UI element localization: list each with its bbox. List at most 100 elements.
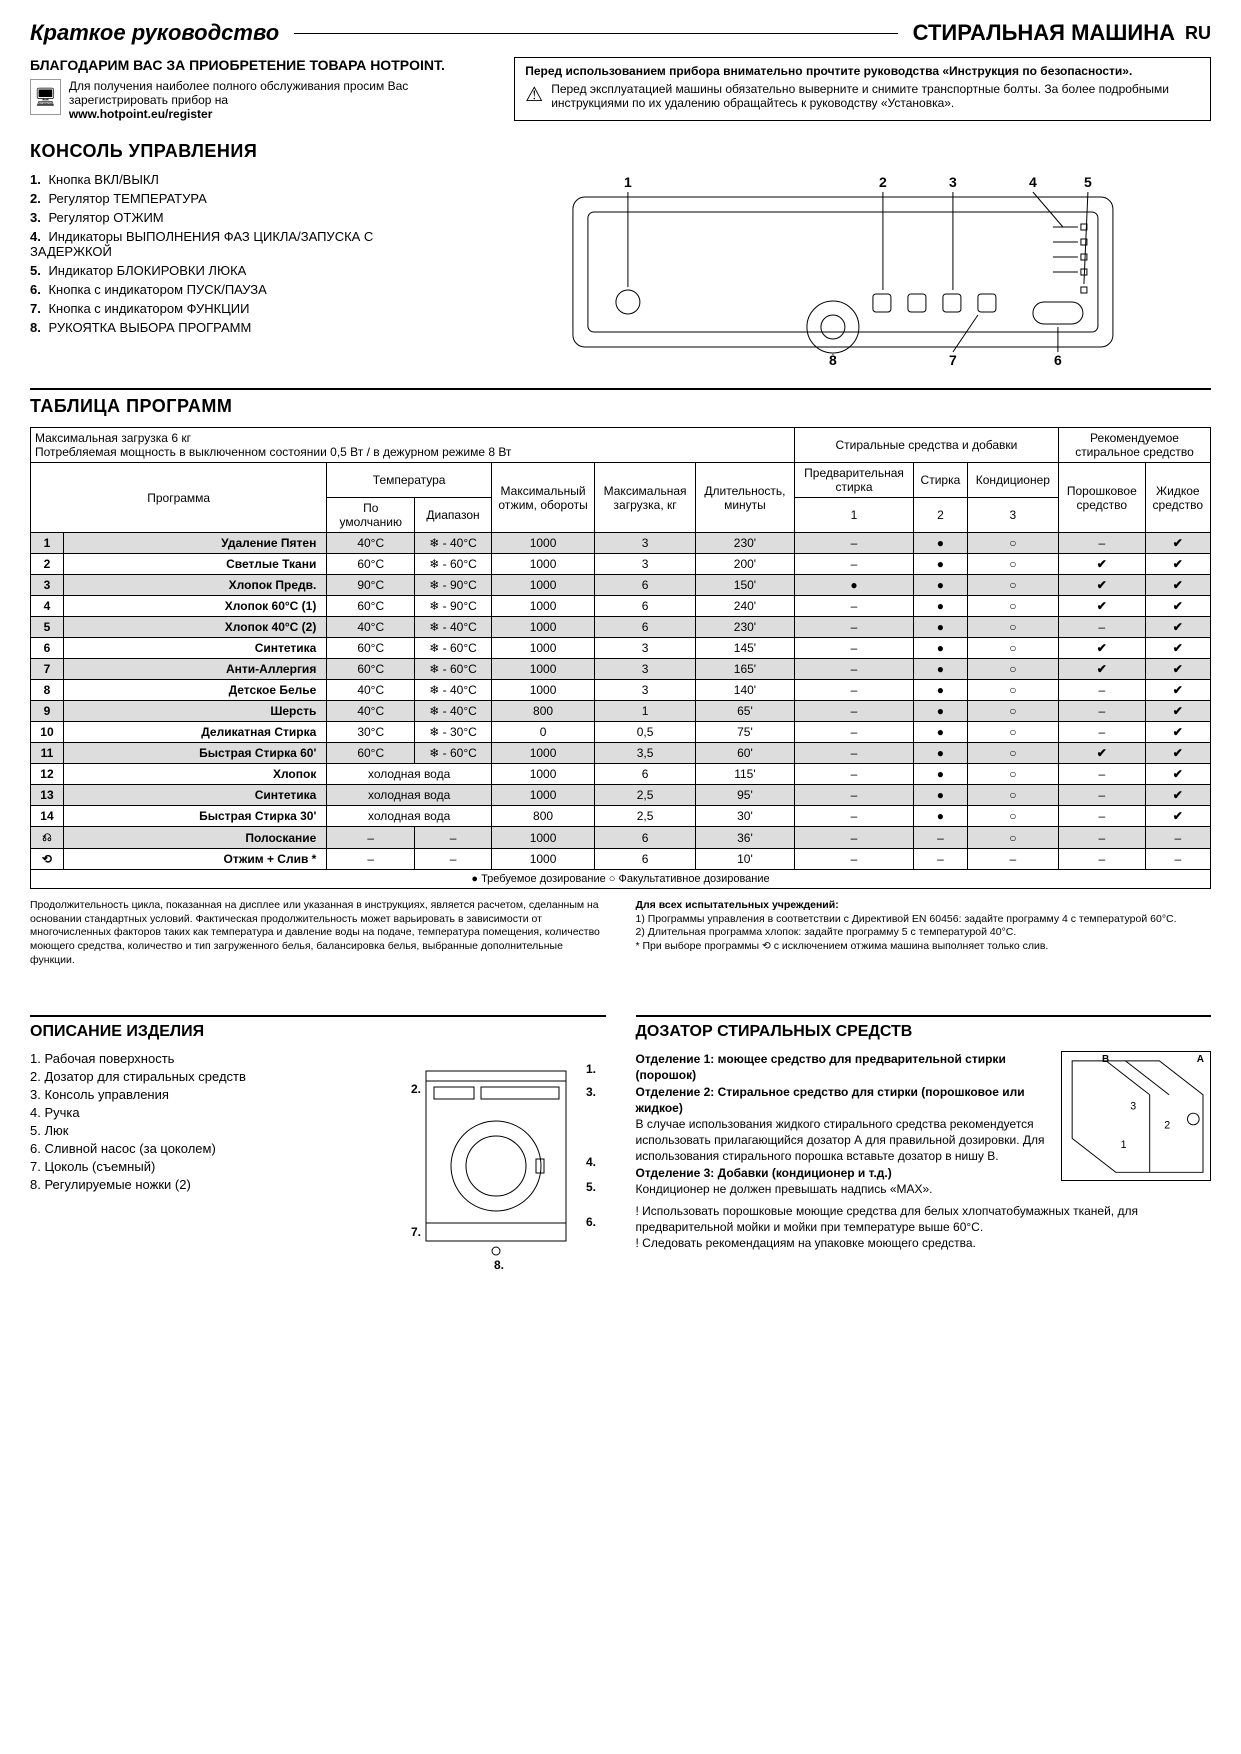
desc-item: 5. Люк <box>30 1123 371 1138</box>
dosator-text: Отделение 1: моющее средство для предвар… <box>636 1051 1052 1197</box>
svg-text:2.: 2. <box>411 1082 421 1096</box>
maxload-cell: Максимальная загрузка 6 кг Потребляемая … <box>31 428 795 463</box>
desc-heading: ОПИСАНИЕ ИЗДЕЛИЯ <box>30 1023 606 1041</box>
table-row: 1Удаление Пятен40°C❄ - 40°C10003230' <box>31 533 1211 554</box>
desc-item: 1. Рабочая поверхность <box>30 1051 371 1066</box>
svg-text:5.: 5. <box>586 1180 596 1194</box>
col-dur: Длительность, минуты <box>695 463 794 533</box>
console-item: 7. Кнопка с индикатором ФУНКЦИИ <box>30 301 455 316</box>
dosator-heading: ДОЗАТОР СТИРАЛЬНЫХ СРЕДСТВ <box>636 1023 1212 1041</box>
svg-text:8.: 8. <box>494 1258 504 1271</box>
det-group: Стиральные средства и добавки <box>794 428 1058 463</box>
table-row: 14Быстрая Стирка 30'холодная вода8002,53… <box>31 806 1211 827</box>
table-row: 3Хлопок Предв.90°C❄ - 90°C10006150' <box>31 575 1211 596</box>
console-item: 2. Регулятор ТЕМПЕРАТУРА <box>30 191 455 206</box>
monitor-icon: 🖥 <box>30 79 61 115</box>
dosator-col: ДОЗАТОР СТИРАЛЬНЫХ СРЕДСТВ Отделение 1: … <box>636 997 1212 1274</box>
program-table-wrap: Максимальная загрузка 6 кг Потребляемая … <box>30 427 1211 889</box>
intro-row: БЛАГОДАРИМ ВАС ЗА ПРИОБРЕТЕНИЕ ТОВАРА HO… <box>30 57 1211 121</box>
register-box: 🖥 Для получения наиболее полного обслужи… <box>30 79 494 121</box>
language-code: RU <box>1185 23 1211 44</box>
desc-col: ОПИСАНИЕ ИЗДЕЛИЯ 1. Рабочая поверхность2… <box>30 997 606 1274</box>
svg-text:6: 6 <box>1054 352 1062 367</box>
divider <box>636 1015 1212 1017</box>
register-url: www.hotpoint.eu/register <box>69 107 213 121</box>
console-item: 3. Регулятор ОТЖИМ <box>30 210 455 225</box>
divider <box>30 388 1211 390</box>
console-diagram: 1 2 3 4 5 6 7 8 <box>475 172 1211 370</box>
console-list: 1. Кнопка ВКЛ/ВЫКЛ 2. Регулятор ТЕМПЕРАТУ… <box>30 172 455 370</box>
svg-text:3: 3 <box>1130 1101 1136 1113</box>
col-cond: Кондиционер <box>967 463 1058 498</box>
desc-item: 8. Регулируемые ножки (2) <box>30 1177 371 1192</box>
divider <box>30 1015 606 1017</box>
thanks-text: БЛАГОДАРИМ ВАС ЗА ПРИОБРЕТЕНИЕ ТОВАРА HO… <box>30 57 494 73</box>
register-text: Для получения наиболее полного обслужива… <box>69 79 494 121</box>
svg-text:7: 7 <box>949 352 957 367</box>
desc-item: 3. Консоль управления <box>30 1087 371 1102</box>
svg-text:1: 1 <box>1121 1139 1127 1151</box>
desc-item: 7. Цоколь (съемный) <box>30 1159 371 1174</box>
warn-body: Перед эксплуатацией машины обязательно в… <box>551 82 1200 110</box>
desc-list: 1. Рабочая поверхность2. Дозатор для сти… <box>30 1051 371 1274</box>
table-row: 7Анти-Аллергия60°C❄ - 60°C10003165' <box>31 659 1211 680</box>
footnote-right: Для всех испытательных учреждений: 1) Пр… <box>636 899 1212 967</box>
table-row: 5Хлопок 40°C (2)40°C❄ - 40°C10006230' <box>31 617 1211 638</box>
desc-item: 4. Ручка <box>30 1105 371 1120</box>
svg-text:4.: 4. <box>586 1155 596 1169</box>
col-temp-def: По умолчанию <box>327 498 415 533</box>
col-program: Программа <box>31 463 327 533</box>
table-row: 9Шерсть40°C❄ - 40°C800165' <box>31 701 1211 722</box>
svg-text:7.: 7. <box>411 1225 421 1239</box>
program-table: Максимальная загрузка 6 кг Потребляемая … <box>30 427 1211 889</box>
progtable-heading: ТАБЛИЦА ПРОГРАММ <box>30 396 1211 417</box>
console-heading: КОНСОЛЬ УПРАВЛЕНИЯ <box>30 141 1211 162</box>
register-body: Для получения наиболее полного обслужива… <box>69 79 408 107</box>
table-row: 4Хлопок 60°C (1)60°C❄ - 90°C10006240' <box>31 596 1211 617</box>
intro-left: БЛАГОДАРИМ ВАС ЗА ПРИОБРЕТЕНИЕ ТОВАРА HO… <box>30 57 494 121</box>
svg-text:3.: 3. <box>586 1085 596 1099</box>
table-row: 13Синтетикахолодная вода10002,595' <box>31 785 1211 806</box>
console-item: 6. Кнопка с индикатором ПУСК/ПАУЗА <box>30 282 455 297</box>
table-row: ⟲Отжим + Слив *––1000610' <box>31 849 1211 870</box>
table-row: 11Быстрая Стирка 60'60°C❄ - 60°C10003,56… <box>31 743 1211 764</box>
svg-text:2: 2 <box>879 174 887 190</box>
console-item: 4. Индикаторы ВЫПОЛНЕНИЯ ФАЗ ЦИКЛА/ЗАПУС… <box>30 229 455 259</box>
footnotes: Продолжительность цикла, показанная на д… <box>30 899 1211 967</box>
divider <box>294 33 897 34</box>
console-item: 1. Кнопка ВКЛ/ВЫКЛ <box>30 172 455 187</box>
warning-box: Перед использованием прибора внимательно… <box>514 57 1211 121</box>
warn-body-row: ⚠ Перед эксплуатацией машины обязательно… <box>525 82 1200 110</box>
lower-row: ОПИСАНИЕ ИЗДЕЛИЯ 1. Рабочая поверхность2… <box>30 997 1211 1274</box>
svg-text:1.: 1. <box>586 1062 596 1076</box>
svg-text:4: 4 <box>1029 174 1037 190</box>
warn-title: Перед использованием прибора внимательно… <box>525 64 1200 78</box>
svg-text:6.: 6. <box>586 1215 596 1229</box>
warning-icon: ⚠ <box>525 82 543 107</box>
svg-text:1: 1 <box>624 174 632 190</box>
col-wash: Стирка <box>914 463 967 498</box>
dosator-diagram: 3 2 1 B A <box>1061 1051 1211 1181</box>
table-row: ⎌Полоскание––1000636' <box>31 827 1211 849</box>
label-b: B <box>1102 1054 1109 1065</box>
svg-text:5: 5 <box>1084 174 1092 190</box>
col-temp: Температура <box>327 463 492 498</box>
rec-group: Рекомендуемое стиральное средство <box>1059 428 1211 463</box>
model-title: СТИРАЛЬНАЯ МАШИНА <box>913 20 1175 46</box>
svg-text:2: 2 <box>1164 1120 1170 1132</box>
legend: ● Требуемое дозирование ○ Факультативное… <box>31 870 1211 889</box>
label-a: A <box>1197 1054 1204 1065</box>
top-bar: Краткое руководство СТИРАЛЬНАЯ МАШИНА RU <box>30 20 1211 47</box>
col-temp-range: Диапазон <box>415 498 492 533</box>
col-spin: Максимальный отжим, обороты <box>491 463 594 533</box>
table-row: 2Светлые Ткани60°C❄ - 60°C10003200' <box>31 554 1211 575</box>
table-row: 8Детское Белье40°C❄ - 40°C10003140' <box>31 680 1211 701</box>
col-load: Максимальная загрузка, кг <box>595 463 696 533</box>
machine-diagram: 1. 2. 3. 4. 5. 6. 7. 8. <box>386 1051 606 1274</box>
console-item: 5. Индикатор БЛОКИРОВКИ ЛЮКА <box>30 263 455 278</box>
footnote-left: Продолжительность цикла, показанная на д… <box>30 899 606 967</box>
col-pre: Предварительная стирка <box>794 463 913 498</box>
table-row: 6Синтетика60°C❄ - 60°C10003145' <box>31 638 1211 659</box>
dosator-excl: ! Использовать порошковые моющие средств… <box>636 1203 1212 1252</box>
guide-title: Краткое руководство <box>30 20 279 46</box>
